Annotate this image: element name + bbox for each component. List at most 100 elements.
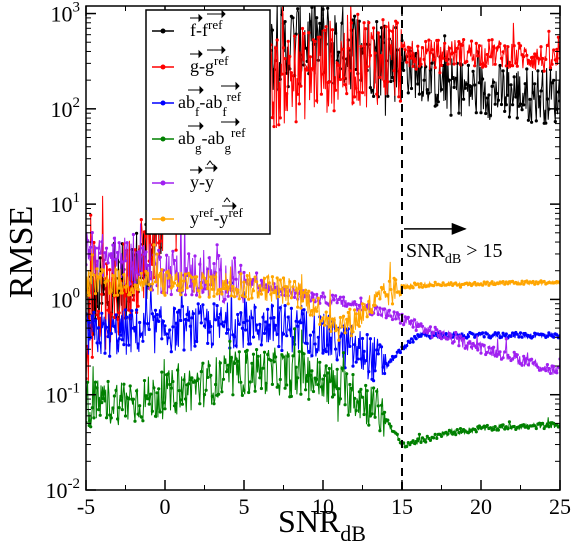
point — [158, 255, 162, 259]
point — [215, 243, 219, 247]
point — [210, 342, 214, 346]
point — [120, 260, 124, 264]
point — [419, 322, 423, 326]
point — [174, 321, 178, 325]
point — [283, 20, 287, 24]
point — [308, 373, 312, 377]
point — [458, 427, 463, 431]
point — [542, 426, 546, 431]
y-axis-label: RMSE — [3, 206, 40, 299]
point — [482, 92, 486, 96]
point — [378, 429, 382, 433]
point — [454, 49, 458, 54]
point — [294, 319, 298, 323]
point — [525, 67, 529, 71]
point — [553, 120, 557, 124]
point — [455, 46, 459, 51]
point — [476, 54, 480, 58]
point — [255, 271, 259, 275]
point — [506, 45, 510, 49]
point — [496, 98, 500, 102]
point — [458, 285, 463, 289]
point — [383, 290, 387, 294]
point — [326, 6, 330, 10]
point — [226, 328, 230, 332]
point — [217, 392, 221, 396]
point — [433, 280, 437, 284]
point — [430, 61, 434, 65]
series-markers-abg — [86, 327, 560, 449]
point — [231, 393, 235, 397]
x-tick-label: 5 — [239, 494, 250, 519]
point — [378, 75, 382, 79]
point — [176, 368, 180, 372]
point — [390, 29, 395, 33]
point — [304, 288, 308, 292]
point — [353, 308, 357, 312]
point — [231, 285, 235, 289]
point — [261, 315, 265, 319]
point — [109, 416, 113, 420]
point — [321, 377, 325, 381]
point — [153, 280, 158, 284]
point — [188, 324, 192, 328]
point — [285, 285, 289, 289]
point — [139, 218, 143, 222]
point — [97, 408, 101, 412]
point — [471, 69, 475, 73]
point — [183, 272, 188, 276]
point — [474, 41, 478, 46]
point — [443, 41, 447, 45]
point — [507, 420, 511, 424]
point — [294, 120, 298, 124]
point — [525, 357, 529, 361]
point — [457, 111, 461, 115]
point — [180, 304, 184, 308]
point — [520, 108, 524, 112]
point — [195, 339, 199, 343]
point — [291, 354, 295, 358]
point — [433, 325, 437, 329]
point — [379, 345, 384, 349]
point — [239, 272, 243, 276]
legend-entry-y: y-y — [190, 160, 218, 192]
point — [305, 379, 309, 383]
point — [144, 394, 148, 398]
point — [420, 436, 425, 440]
point — [390, 302, 395, 306]
point — [182, 378, 186, 382]
point — [368, 337, 372, 341]
point — [326, 316, 330, 320]
point — [424, 328, 428, 332]
point — [92, 310, 96, 314]
point — [221, 377, 226, 381]
point — [289, 71, 293, 75]
point — [223, 360, 227, 364]
x-tick-label: 10 — [312, 494, 334, 519]
point — [138, 404, 142, 408]
point — [225, 331, 229, 335]
point — [190, 275, 194, 280]
point — [348, 69, 352, 73]
point — [367, 299, 371, 304]
point — [379, 26, 384, 30]
point — [253, 275, 257, 279]
point — [291, 16, 295, 20]
point — [95, 341, 99, 345]
point — [493, 102, 497, 106]
point — [496, 331, 500, 335]
point — [307, 397, 311, 401]
point — [275, 332, 279, 336]
point — [106, 308, 110, 312]
point — [157, 387, 161, 391]
point — [432, 331, 436, 335]
point — [504, 332, 508, 336]
point — [411, 286, 415, 290]
x-tick-label: -5 — [77, 494, 95, 519]
point — [408, 46, 412, 50]
point — [264, 289, 268, 293]
point — [376, 352, 380, 356]
point — [97, 246, 101, 250]
point — [357, 390, 361, 394]
point — [357, 90, 361, 94]
